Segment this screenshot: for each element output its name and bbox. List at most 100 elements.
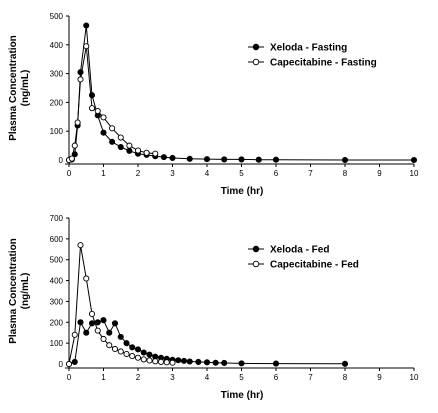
data-point-series-1 — [221, 359, 228, 367]
data-point-series-1 — [140, 349, 147, 356]
x-tick-label: 1 — [101, 169, 106, 178]
y-axis-label-line-2: (ng/mL) — [20, 70, 31, 107]
data-point-series-2 — [77, 76, 84, 83]
data-point-series-1 — [341, 156, 349, 164]
data-point-series-2 — [117, 134, 124, 141]
data-point-series-2 — [134, 354, 142, 361]
data-point-series-1 — [203, 156, 211, 163]
data-point-series-2 — [88, 105, 96, 112]
legend-marker — [252, 58, 260, 66]
data-point-series-1 — [186, 155, 193, 162]
data-point-series-1 — [180, 357, 188, 364]
y-tick-label: 400 — [50, 277, 64, 286]
y-axis-label-line-2: (ng/mL) — [20, 273, 31, 310]
x-tick-label: 8 — [343, 373, 348, 382]
data-point-series-1 — [175, 357, 182, 364]
x-tick-label: 1 — [101, 373, 106, 382]
legend-label: Xeloda - Fasting — [270, 43, 347, 54]
series-line-1 — [68, 319, 346, 365]
data-point-series-2 — [134, 147, 142, 154]
data-point-series-2 — [71, 142, 78, 149]
data-point-series-2 — [100, 335, 107, 343]
y-tick-label: 400 — [50, 41, 64, 50]
data-point-series-1 — [100, 129, 107, 136]
data-point-series-2 — [77, 242, 84, 249]
legend-marker — [252, 260, 260, 268]
x-tick-label: 3 — [170, 169, 175, 178]
y-tick-label: 200 — [50, 318, 64, 327]
x-tick-label: 10 — [410, 169, 419, 178]
data-point-series-1 — [212, 359, 219, 366]
data-point-series-1 — [272, 360, 280, 367]
series-line-2 — [68, 245, 173, 365]
data-point-series-2 — [83, 275, 90, 282]
data-point-series-2 — [111, 345, 119, 353]
data-point-series-1 — [94, 319, 101, 326]
data-point-series-2 — [68, 155, 75, 162]
x-axis-label: Time (hr) — [221, 390, 264, 401]
data-point-series-2 — [126, 142, 133, 149]
y-tick-label: 500 — [50, 256, 64, 265]
data-point-series-2 — [100, 114, 107, 121]
data-point-series-2 — [157, 358, 165, 365]
data-point-series-1 — [88, 92, 96, 99]
data-point-series-2 — [163, 359, 170, 366]
y-tick-label: 500 — [50, 12, 64, 21]
x-tick-label: 0 — [67, 169, 72, 178]
legend-label: Xeloda - Fed — [270, 245, 329, 256]
data-point-series-2 — [169, 359, 176, 366]
data-point-series-1 — [195, 358, 202, 365]
data-point-series-1 — [186, 358, 193, 365]
data-point-series-1 — [134, 346, 142, 353]
data-point-series-1 — [255, 156, 262, 163]
data-point-series-2 — [152, 150, 159, 157]
data-point-series-2 — [117, 348, 124, 355]
x-tick-label: 4 — [205, 169, 210, 178]
data-point-series-1 — [410, 156, 418, 164]
x-tick-label: 10 — [410, 373, 419, 382]
data-point-series-2 — [123, 350, 130, 358]
data-point-series-1 — [169, 154, 176, 162]
x-tick-label: 7 — [308, 373, 313, 382]
data-point-series-1 — [341, 360, 349, 367]
data-point-series-1 — [77, 69, 84, 76]
data-point-series-1 — [83, 329, 90, 336]
data-point-series-1 — [100, 317, 107, 324]
data-point-series-1 — [106, 329, 113, 336]
data-point-series-1 — [88, 320, 96, 327]
y-tick-label: 300 — [50, 297, 64, 306]
data-point-series-1 — [123, 340, 130, 347]
data-point-series-1 — [221, 156, 228, 163]
y-axis-label-line-1: Plasma Concentration — [8, 35, 19, 141]
data-point-series-1 — [71, 151, 78, 158]
x-tick-label: 8 — [343, 169, 348, 178]
data-point-series-1 — [160, 154, 167, 161]
x-tick-label: 0 — [67, 373, 72, 382]
data-point-series-1 — [109, 138, 116, 145]
data-point-series-1 — [129, 344, 136, 351]
y-tick-label: 600 — [50, 235, 64, 244]
data-point-series-1 — [117, 143, 124, 151]
x-tick-label: 6 — [274, 373, 279, 382]
data-point-series-2 — [71, 331, 78, 338]
data-point-series-1 — [77, 319, 84, 326]
x-tick-label: 2 — [136, 169, 141, 178]
data-point-series-1 — [111, 320, 119, 327]
data-point-series-1 — [203, 359, 211, 366]
data-point-series-2 — [83, 43, 90, 50]
y-tick-label: 0 — [59, 360, 64, 369]
x-tick-label: 5 — [239, 373, 244, 382]
y-tick-label: 100 — [50, 339, 64, 348]
y-axis-label-line-1: Plasma Concentration — [8, 238, 19, 344]
legend-label: Capecitabine - Fasting — [270, 58, 377, 69]
data-point-series-2 — [146, 357, 153, 364]
y-tick-label: 0 — [59, 156, 64, 165]
data-point-series-2 — [65, 360, 73, 368]
y-tick-label: 700 — [50, 214, 64, 223]
chart-panel-1: 0 100 200 300 400 500 0 1 2 3 4 5 6 7 8 9 10 Time (hr) Pla… — [8, 12, 419, 197]
data-point-series-2 — [140, 356, 147, 363]
data-point-series-1 — [83, 22, 90, 29]
x-tick-label: 3 — [170, 373, 175, 382]
legend: Xeloda - Fed Capecitabine - Fed — [248, 245, 359, 271]
